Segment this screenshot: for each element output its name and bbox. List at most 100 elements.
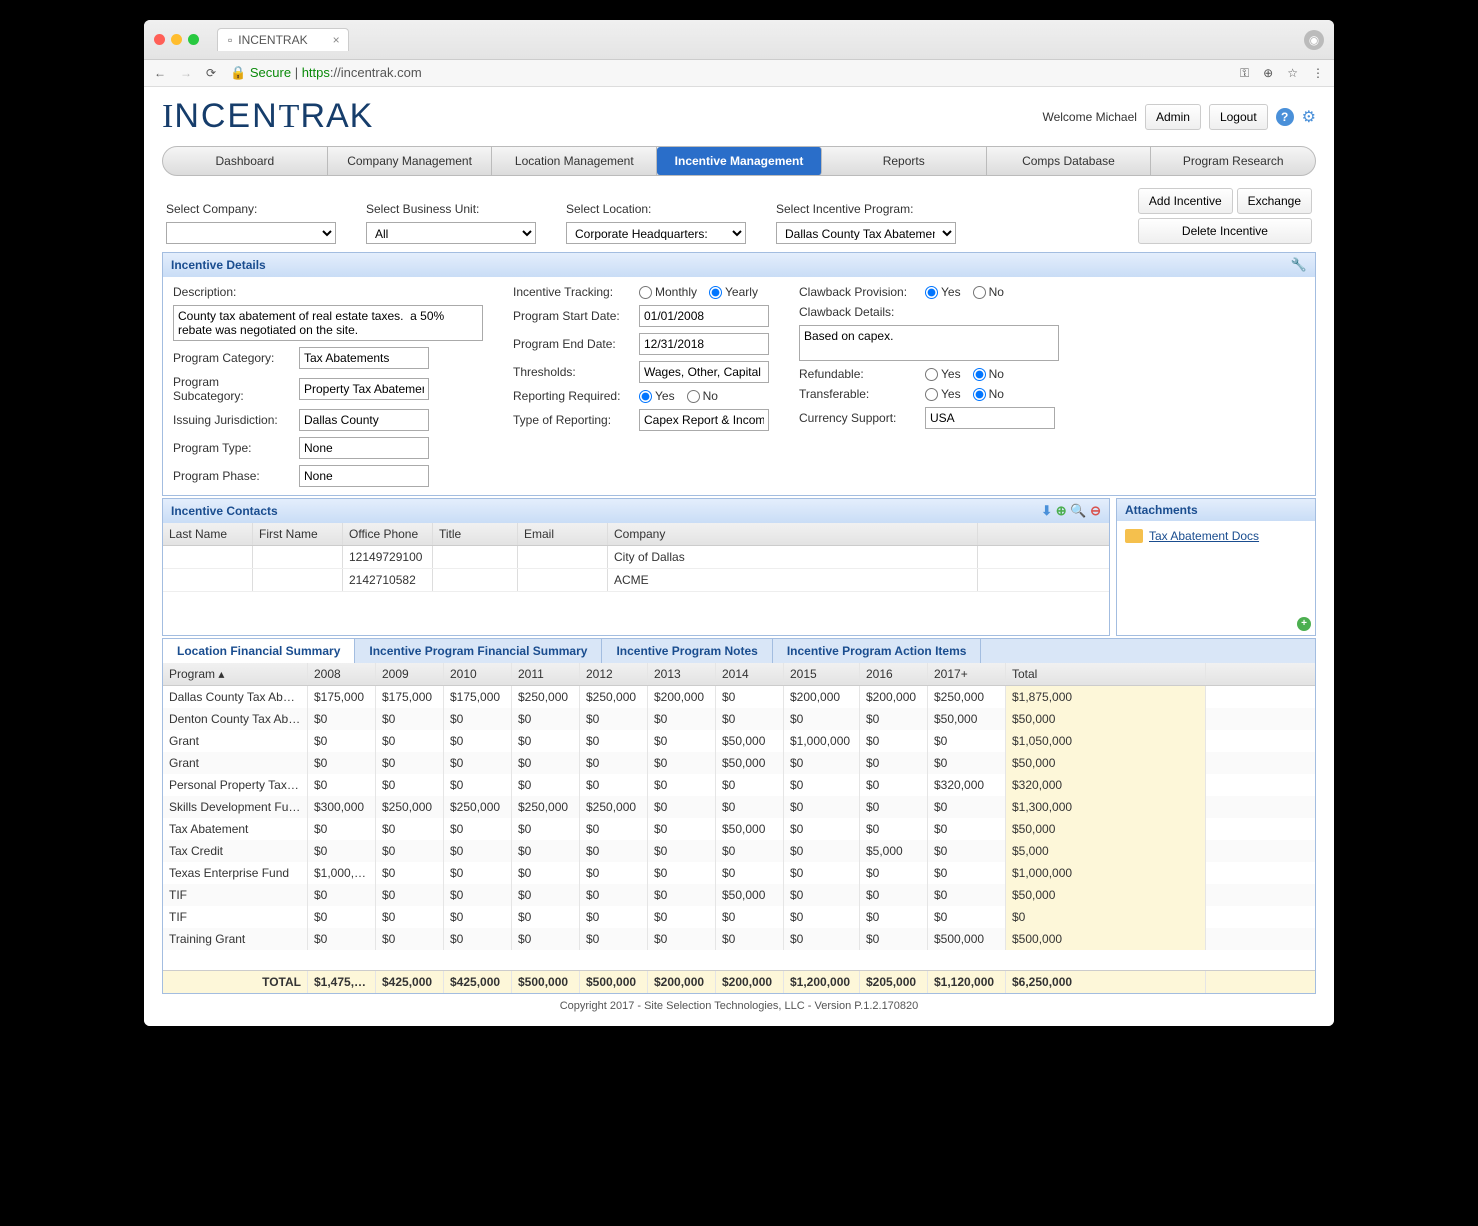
refundable-yes-radio[interactable]: Yes <box>925 367 961 381</box>
add-attachment-icon[interactable]: + <box>1297 617 1311 631</box>
admin-button[interactable]: Admin <box>1145 104 1201 130</box>
subcategory-input[interactable] <box>299 378 429 400</box>
transferable-no-radio[interactable]: No <box>973 387 1004 401</box>
nav-comps-database[interactable]: Comps Database <box>987 147 1152 175</box>
key-icon[interactable]: ⚿ <box>1240 66 1249 81</box>
nav-program-research[interactable]: Program Research <box>1151 147 1315 175</box>
fin-cell: $50,000 <box>1006 752 1206 774</box>
add-incentive-button[interactable]: Add Incentive <box>1138 188 1233 214</box>
contacts-col-header[interactable]: Title <box>433 523 518 545</box>
reporting-yes-radio[interactable]: Yes <box>639 389 675 403</box>
fin-cell: $0 <box>444 906 512 928</box>
currency-input[interactable] <box>925 407 1055 429</box>
jurisdiction-input[interactable] <box>299 409 429 431</box>
subtab-3[interactable]: Incentive Program Action Items <box>773 639 982 663</box>
fin-row[interactable]: TIF$0$0$0$0$0$0$50,000$0$0$0$50,000 <box>163 884 1315 906</box>
window-max-dot[interactable] <box>188 34 199 45</box>
contact-down-icon[interactable]: ⬇ <box>1041 503 1052 518</box>
contact-row[interactable]: 2142710582ACME <box>163 569 1109 592</box>
url-field[interactable]: 🔒 Secure | https://incentrak.com <box>230 65 1226 81</box>
fin-col-header[interactable]: Program ▴ <box>163 663 308 685</box>
fin-col-header[interactable]: 2009 <box>376 663 444 685</box>
fin-col-header[interactable]: 2016 <box>860 663 928 685</box>
fin-row[interactable]: Personal Property Tax Abate...$0$0$0$0$0… <box>163 774 1315 796</box>
fin-col-header[interactable]: 2017+ <box>928 663 1006 685</box>
fin-cell: $0 <box>512 708 580 730</box>
fin-col-header[interactable]: 2015 <box>784 663 860 685</box>
help-icon[interactable]: ? <box>1276 108 1294 126</box>
fin-row[interactable]: Tax Abatement$0$0$0$0$0$0$50,000$0$0$0$5… <box>163 818 1315 840</box>
fin-col-header[interactable]: 2012 <box>580 663 648 685</box>
fin-row[interactable]: TIF$0$0$0$0$0$0$0$0$0$0$0 <box>163 906 1315 928</box>
browser-tab[interactable]: ▫ INCENTRAK × <box>217 28 349 51</box>
contact-row[interactable]: 12149729100City of Dallas <box>163 546 1109 569</box>
start-input[interactable] <box>639 305 769 327</box>
transferable-yes-radio[interactable]: Yes <box>925 387 961 401</box>
fin-row[interactable]: Training Grant$0$0$0$0$0$0$0$0$0$500,000… <box>163 928 1315 950</box>
contact-add-icon[interactable]: ⊕ <box>1056 503 1067 518</box>
star-icon[interactable]: ☆ <box>1287 66 1298 80</box>
logout-button[interactable]: Logout <box>1209 104 1268 130</box>
profile-icon[interactable]: ◉ <box>1304 30 1324 50</box>
description-input[interactable]: County tax abatement of real estate taxe… <box>173 305 483 341</box>
nav-dashboard[interactable]: Dashboard <box>163 147 328 175</box>
zoom-icon[interactable]: ⊕ <box>1263 66 1273 80</box>
subtab-2[interactable]: Incentive Program Notes <box>602 639 772 663</box>
tracking-yearly-radio[interactable]: Yearly <box>709 285 758 299</box>
category-input[interactable] <box>299 347 429 369</box>
fin-col-header[interactable]: 2014 <box>716 663 784 685</box>
nav-location-management[interactable]: Location Management <box>492 147 657 175</box>
close-tab-icon[interactable]: × <box>333 33 340 47</box>
report-type-input[interactable] <box>639 409 769 431</box>
contacts-col-header[interactable]: Last Name <box>163 523 253 545</box>
thresholds-input[interactable] <box>639 361 769 383</box>
gear-icon[interactable]: ⚙ <box>1302 107 1316 127</box>
fin-col-header[interactable]: 2010 <box>444 663 512 685</box>
clawback-no-radio[interactable]: No <box>973 285 1004 299</box>
window-min-dot[interactable] <box>171 34 182 45</box>
subtab-0[interactable]: Location Financial Summary <box>163 639 355 663</box>
fin-col-header[interactable]: Total <box>1006 663 1206 685</box>
forward-icon[interactable]: → <box>180 66 192 80</box>
fin-row[interactable]: Dallas County Tax Abatement$175,000$175,… <box>163 686 1315 708</box>
fin-row[interactable]: Grant$0$0$0$0$0$0$50,000$1,000,000$0$0$1… <box>163 730 1315 752</box>
location-select[interactable]: Corporate Headquarters: <box>566 222 746 244</box>
menu-icon[interactable]: ⋮ <box>1312 66 1324 80</box>
refundable-no-radio[interactable]: No <box>973 367 1004 381</box>
subtab-1[interactable]: Incentive Program Financial Summary <box>355 639 602 663</box>
delete-incentive-button[interactable]: Delete Incentive <box>1138 218 1312 244</box>
fin-row[interactable]: Denton County Tax Abateme...$0$0$0$0$0$0… <box>163 708 1315 730</box>
tracking-monthly-radio[interactable]: Monthly <box>639 285 697 299</box>
back-icon[interactable]: ← <box>154 66 166 80</box>
contacts-col-header[interactable]: Office Phone <box>343 523 433 545</box>
attachment-link[interactable]: Tax Abatement Docs <box>1149 529 1259 543</box>
contacts-col-header[interactable]: Email <box>518 523 608 545</box>
phase-input[interactable] <box>299 465 429 487</box>
end-input[interactable] <box>639 333 769 355</box>
fin-col-header[interactable]: 2011 <box>512 663 580 685</box>
fin-row[interactable]: Grant$0$0$0$0$0$0$50,000$0$0$0$50,000 <box>163 752 1315 774</box>
contact-search-icon[interactable]: 🔍 <box>1070 503 1086 518</box>
fin-col-header[interactable]: 2013 <box>648 663 716 685</box>
fin-row[interactable]: Tax Credit$0$0$0$0$0$0$0$0$5,000$0$5,000 <box>163 840 1315 862</box>
contact-delete-icon[interactable]: ⊖ <box>1090 503 1101 518</box>
reload-icon[interactable]: ⟳ <box>206 66 216 80</box>
clawback-yes-radio[interactable]: Yes <box>925 285 961 299</box>
program-select[interactable]: Dallas County Tax Abatement <box>776 222 956 244</box>
company-select[interactable] <box>166 222 336 244</box>
wrench-icon[interactable]: 🔧 <box>1291 257 1307 273</box>
fin-row[interactable]: Skills Development Fund$300,000$250,000$… <box>163 796 1315 818</box>
bu-select[interactable]: All <box>366 222 536 244</box>
fin-row[interactable]: Texas Enterprise Fund$1,000,000$0$0$0$0$… <box>163 862 1315 884</box>
nav-company-management[interactable]: Company Management <box>328 147 493 175</box>
contacts-col-header[interactable]: Company <box>608 523 978 545</box>
type-input[interactable] <box>299 437 429 459</box>
window-close-dot[interactable] <box>154 34 165 45</box>
nav-incentive-management[interactable]: Incentive Management <box>657 147 822 175</box>
exchange-button[interactable]: Exchange <box>1237 188 1312 214</box>
clawback-details-input[interactable]: Based on capex. <box>799 325 1059 361</box>
nav-reports[interactable]: Reports <box>822 147 987 175</box>
contacts-col-header[interactable]: First Name <box>253 523 343 545</box>
fin-col-header[interactable]: 2008 <box>308 663 376 685</box>
reporting-no-radio[interactable]: No <box>687 389 718 403</box>
